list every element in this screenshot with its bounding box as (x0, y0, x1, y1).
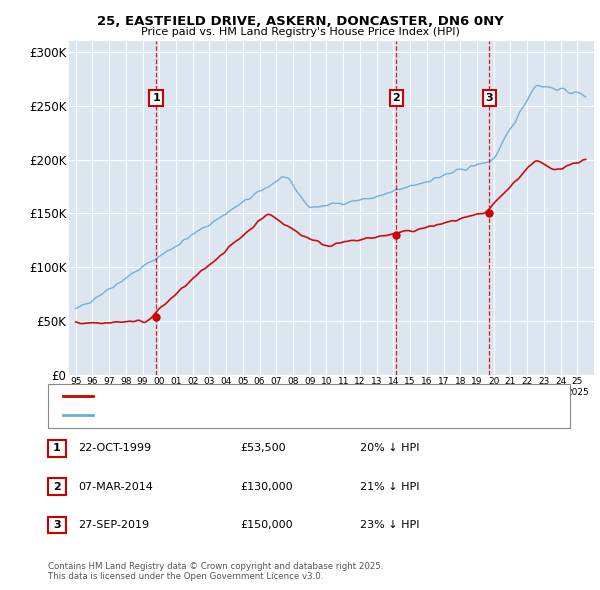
Text: 07-MAR-2014: 07-MAR-2014 (78, 482, 153, 491)
Text: 1: 1 (152, 93, 160, 103)
Text: 2: 2 (392, 93, 400, 103)
Text: 3: 3 (485, 93, 493, 103)
Text: £130,000: £130,000 (240, 482, 293, 491)
Text: 22-OCT-1999: 22-OCT-1999 (78, 444, 151, 453)
Text: Price paid vs. HM Land Registry's House Price Index (HPI): Price paid vs. HM Land Registry's House … (140, 27, 460, 37)
Text: £150,000: £150,000 (240, 520, 293, 530)
Text: 2: 2 (53, 482, 61, 491)
Text: 21% ↓ HPI: 21% ↓ HPI (360, 482, 419, 491)
Text: 20% ↓ HPI: 20% ↓ HPI (360, 444, 419, 453)
Text: 25, EASTFIELD DRIVE, ASKERN, DONCASTER, DN6 0NY: 25, EASTFIELD DRIVE, ASKERN, DONCASTER, … (97, 15, 503, 28)
Text: 27-SEP-2019: 27-SEP-2019 (78, 520, 149, 530)
Text: 23% ↓ HPI: 23% ↓ HPI (360, 520, 419, 530)
Text: £53,500: £53,500 (240, 444, 286, 453)
Text: 3: 3 (53, 520, 61, 530)
Text: 1: 1 (53, 444, 61, 453)
Text: 25, EASTFIELD DRIVE, ASKERN, DONCASTER, DN6 0NY (detached house): 25, EASTFIELD DRIVE, ASKERN, DONCASTER, … (99, 391, 455, 401)
Text: HPI: Average price, detached house, Doncaster: HPI: Average price, detached house, Donc… (99, 411, 330, 420)
Text: Contains HM Land Registry data © Crown copyright and database right 2025.
This d: Contains HM Land Registry data © Crown c… (48, 562, 383, 581)
